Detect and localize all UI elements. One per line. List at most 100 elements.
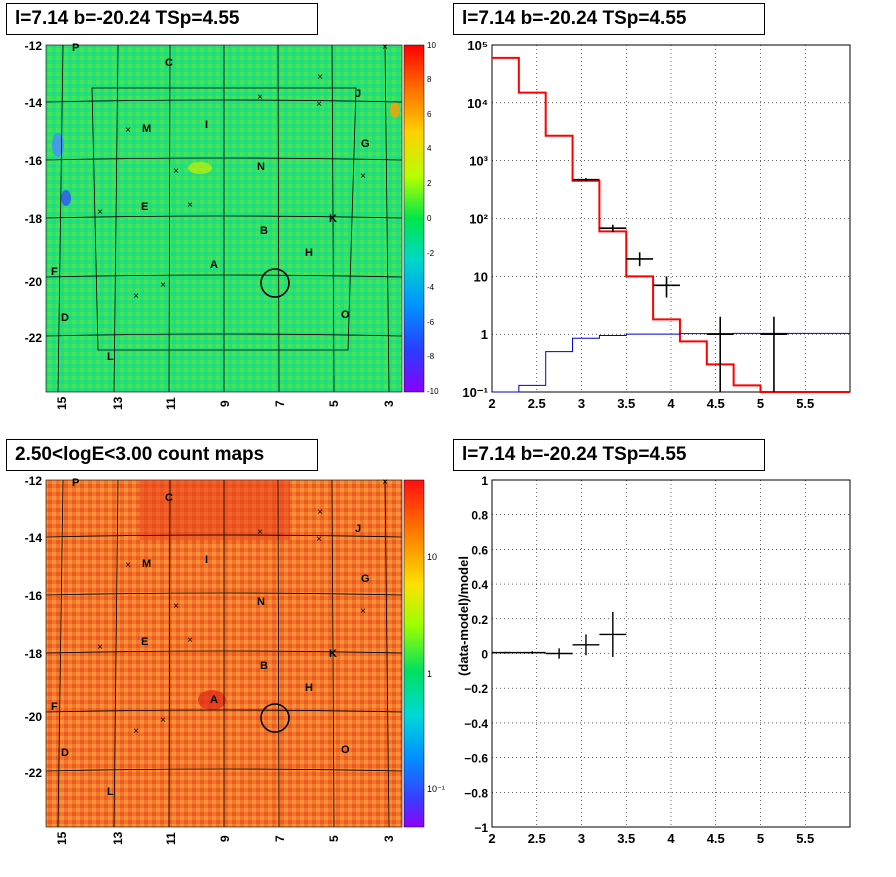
x-tick-label: 3.5 xyxy=(617,396,635,411)
x-tick-label: 5.5 xyxy=(796,831,814,846)
source-label: N xyxy=(257,161,265,173)
y-tick-label: -16 xyxy=(25,154,43,168)
source-label: B xyxy=(260,225,268,237)
x-tick-label: 11 xyxy=(164,397,178,410)
x-tick-label: 4.5 xyxy=(707,396,725,411)
count-map-panel: × × × × × × × × × × × P C J M I G N E K B H A… xyxy=(0,436,448,872)
y-tick-labels: -12 -14 -16 -18 -20 -22 xyxy=(25,39,43,345)
x-tick-label: 15 xyxy=(55,831,69,845)
x-tick-label: 7 xyxy=(273,400,287,407)
source-labels: P C J M I G N E K B H A F D O L xyxy=(51,477,370,798)
colorbar-label: 10 xyxy=(427,41,436,50)
source-label: K xyxy=(329,213,337,225)
colorbar-label: -8 xyxy=(427,352,435,361)
marker-x: × xyxy=(382,42,388,53)
y-tick-label: -20 xyxy=(25,275,43,289)
y-tick-label: −1 xyxy=(474,821,488,835)
residual-map: × × × × × × × × × × × P C J M I G N E K B H A… xyxy=(25,39,439,410)
marker-x: × xyxy=(257,527,263,538)
x-tick-label: 3 xyxy=(382,835,396,842)
y-tick-label: 0.4 xyxy=(471,578,488,592)
source-label: P xyxy=(72,477,79,489)
y-tick-label: 10⁻¹ xyxy=(462,385,488,400)
colorbar-label: 10 xyxy=(427,552,437,562)
source-label: I xyxy=(205,119,208,131)
target-circle xyxy=(260,703,290,733)
colorbar-labels: 10 1 10⁻¹ xyxy=(427,552,445,794)
residual-chart: 2 2.5 3 3.5 4 4.5 5 5.5 1 0.8 0.6 0.4 0.… xyxy=(456,474,851,846)
marker-x: × xyxy=(316,99,322,110)
marker-x: × xyxy=(133,291,139,302)
marker-x: × xyxy=(360,606,366,617)
panel-title: 2.50<logE<3.00 count maps xyxy=(6,439,318,471)
series-layer xyxy=(492,611,627,659)
marker-x: × xyxy=(173,601,179,612)
x-tick-label: 3 xyxy=(382,400,396,407)
marker-x: × xyxy=(125,560,131,571)
source-label: L xyxy=(107,786,114,798)
source-label: O xyxy=(341,309,350,321)
x-tick-label: 5 xyxy=(757,396,764,411)
bright-spot xyxy=(198,690,226,710)
y-tick-label: 10³ xyxy=(469,154,488,169)
colorbar-label: -2 xyxy=(427,249,435,258)
y-tick-label: -22 xyxy=(25,331,43,345)
marker-x: × xyxy=(97,642,103,653)
x-tick-label: 2 xyxy=(488,396,495,411)
source-label: O xyxy=(341,744,350,756)
x-tick-label: 11 xyxy=(164,832,178,845)
colorbar-label: -4 xyxy=(427,283,435,292)
colorbar-label: 10⁻¹ xyxy=(427,784,445,794)
source-label: C xyxy=(165,57,173,69)
source-label: J xyxy=(355,523,361,535)
x-tick-label: 2.5 xyxy=(528,831,546,846)
x-tick-label: 5 xyxy=(327,400,341,407)
y-tick-label: -16 xyxy=(25,589,43,603)
y-tick-label: 0.2 xyxy=(471,613,488,627)
y-tick-labels: -12 -14 -16 -18 -20 -22 xyxy=(25,474,43,780)
warm-spot xyxy=(390,102,400,118)
marker-x: × xyxy=(382,477,388,488)
source-label: E xyxy=(141,201,148,213)
y-tick-label: −0.2 xyxy=(464,682,488,696)
source-label: G xyxy=(361,138,370,150)
y-tick-label: -14 xyxy=(25,96,43,110)
count-colorbar xyxy=(403,479,425,828)
x-tick-label: 2 xyxy=(488,831,495,846)
count-map: × × × × × × × × × × × P C J M I G N E K B H A… xyxy=(25,474,445,845)
colorbar-label: 6 xyxy=(427,110,432,119)
y-tick-label: 10⁴ xyxy=(467,96,488,111)
y-axis-label: (data-model)/model xyxy=(456,556,471,676)
x-tick-labels: 2 2.5 3 3.5 4 4.5 5 5.5 xyxy=(488,396,814,411)
colorbar-label: 1 xyxy=(427,669,432,679)
y-tick-label: 10⁵ xyxy=(467,38,488,53)
colorbar-label: 4 xyxy=(427,144,432,153)
y-tick-label: 1 xyxy=(481,327,488,342)
x-tick-label: 15 xyxy=(55,396,69,410)
marker-x: × xyxy=(133,726,139,737)
source-label: C xyxy=(165,492,173,504)
x-tick-label: 5.5 xyxy=(796,396,814,411)
y-tick-label: 1 xyxy=(481,474,488,488)
coordinate-grid xyxy=(45,479,403,828)
source-markers: × × × × × × × × × × × xyxy=(97,42,388,302)
x-tick-label: 2.5 xyxy=(528,396,546,411)
panel-title: l=7.14 b=-20.24 TSp=4.55 xyxy=(453,3,765,35)
x-tick-label: 9 xyxy=(218,835,232,842)
x-tick-label: 13 xyxy=(111,396,125,410)
source-label: L xyxy=(107,351,114,363)
source-label: A xyxy=(210,694,218,706)
source-label: D xyxy=(61,747,69,759)
marker-x: × xyxy=(360,171,366,182)
background-model-line xyxy=(492,332,850,393)
y-tick-label: 0.8 xyxy=(471,509,488,523)
y-tick-labels: 10⁵ 10⁴ 10³ 10² 10 1 10⁻¹ xyxy=(462,38,488,400)
y-tick-label: −0.8 xyxy=(464,786,488,800)
warm-spot xyxy=(188,162,212,174)
marker-x: × xyxy=(317,72,323,83)
source-label: N xyxy=(257,596,265,608)
y-tick-label: -12 xyxy=(25,474,43,488)
marker-x: × xyxy=(97,207,103,218)
y-tick-label: -18 xyxy=(25,212,43,226)
marker-x: × xyxy=(317,507,323,518)
